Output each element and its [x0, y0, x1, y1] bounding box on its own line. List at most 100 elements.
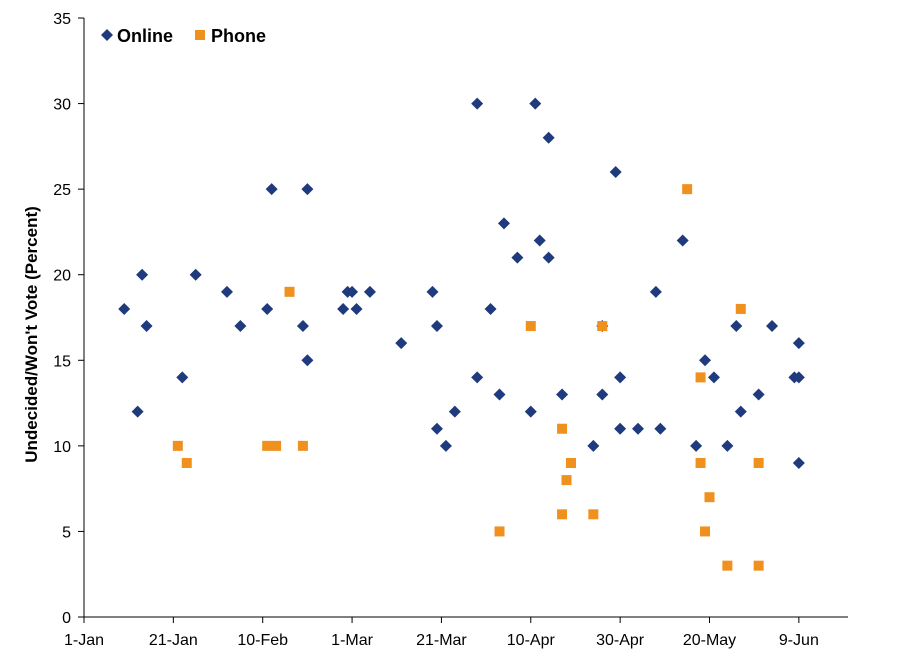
online-point — [587, 439, 600, 452]
online-point — [699, 354, 712, 367]
online-point — [136, 268, 149, 281]
square-marker-icon — [195, 30, 205, 40]
legend-label-phone: Phone — [211, 26, 266, 46]
online-point — [395, 337, 408, 350]
phone-point — [262, 440, 273, 451]
plot-area — [118, 97, 805, 571]
online-point — [609, 166, 622, 179]
online-point — [131, 405, 144, 418]
online-point — [220, 285, 233, 298]
y-axis-ticks: 0 5 10 15 20 25 30 35 — [53, 11, 84, 627]
online-point — [614, 371, 627, 384]
legend: Online Phone — [101, 26, 266, 46]
x-tick-label: 21-Mar — [416, 632, 467, 649]
online-point — [792, 337, 805, 350]
online-point — [524, 405, 537, 418]
online-point — [511, 251, 524, 264]
online-point — [363, 285, 376, 298]
phone-point — [597, 321, 608, 332]
phone-point — [181, 457, 192, 468]
x-tick-label: 21-Jan — [149, 632, 198, 649]
axes: 0 5 10 15 20 25 30 35 1-Jan 21-Jan 10-Feb 1-Mar 21-… — [53, 11, 848, 649]
y-tick-label: 0 — [62, 610, 71, 627]
y-tick-label: 20 — [53, 268, 71, 285]
online-point — [261, 302, 274, 315]
phone-point — [494, 526, 505, 537]
online-point — [792, 371, 805, 384]
online-point — [176, 371, 189, 384]
x-tick-label: 30-Apr — [596, 632, 645, 649]
online-point — [542, 131, 555, 144]
y-axis-title: Undecided/Won't Vote (Percent) — [22, 206, 41, 463]
phone-point — [695, 372, 706, 383]
phone-point — [695, 457, 706, 468]
online-point — [721, 439, 734, 452]
phone-point — [565, 457, 576, 468]
phone-point — [753, 457, 764, 468]
online-point — [439, 439, 452, 452]
online-point — [649, 285, 662, 298]
series-phone — [172, 184, 764, 571]
legend-label-online: Online — [117, 26, 173, 46]
phone-point — [682, 184, 693, 195]
x-axis-ticks: 1-Jan 21-Jan 10-Feb 1-Mar 21-Mar 10-Apr 30-Apr… — [64, 617, 819, 649]
y-tick-label: 35 — [53, 11, 71, 28]
online-point — [265, 183, 278, 196]
phone-point — [722, 560, 733, 571]
online-point — [448, 405, 461, 418]
y-tick-label: 5 — [62, 524, 71, 541]
online-point — [493, 388, 506, 401]
phone-point — [297, 440, 308, 451]
phone-point — [753, 560, 764, 571]
online-point — [234, 320, 247, 333]
phone-point — [525, 321, 536, 332]
online-point — [596, 388, 609, 401]
online-point — [529, 97, 542, 110]
y-tick-label: 10 — [53, 439, 71, 456]
online-point — [430, 422, 443, 435]
online-point — [542, 251, 555, 264]
series-online — [118, 97, 805, 469]
online-point — [707, 371, 720, 384]
legend-item-online: Online — [101, 26, 173, 46]
online-point — [189, 268, 202, 281]
online-point — [430, 320, 443, 333]
phone-point — [172, 440, 183, 451]
online-point — [614, 422, 627, 435]
online-point — [497, 217, 510, 230]
phone-point — [557, 509, 568, 520]
online-point — [301, 354, 314, 367]
phone-point — [735, 303, 746, 314]
online-point — [426, 285, 439, 298]
online-point — [296, 320, 309, 333]
online-point — [730, 320, 743, 333]
phone-point — [557, 423, 568, 434]
online-point — [533, 234, 546, 247]
diamond-marker-icon — [101, 29, 113, 41]
phone-point — [271, 440, 282, 451]
x-tick-label: 1-Jan — [64, 632, 104, 649]
phone-point — [700, 526, 711, 537]
online-point — [766, 320, 779, 333]
online-point — [654, 422, 667, 435]
phone-point — [704, 492, 715, 503]
online-point — [734, 405, 747, 418]
online-point — [118, 302, 131, 315]
x-tick-label: 9-Jun — [779, 632, 819, 649]
y-tick-label: 15 — [53, 353, 71, 370]
phone-point — [588, 509, 599, 520]
online-point — [346, 285, 359, 298]
x-tick-label: 10-Apr — [507, 632, 556, 649]
online-point — [337, 302, 350, 315]
online-point — [301, 183, 314, 196]
legend-item-phone: Phone — [195, 26, 266, 46]
online-point — [752, 388, 765, 401]
x-tick-label: 10-Feb — [237, 632, 288, 649]
y-tick-label: 25 — [53, 182, 71, 199]
online-point — [792, 456, 805, 469]
phone-point — [284, 286, 295, 297]
online-point — [471, 371, 484, 384]
online-point — [556, 388, 569, 401]
x-tick-label: 20-May — [683, 632, 736, 649]
